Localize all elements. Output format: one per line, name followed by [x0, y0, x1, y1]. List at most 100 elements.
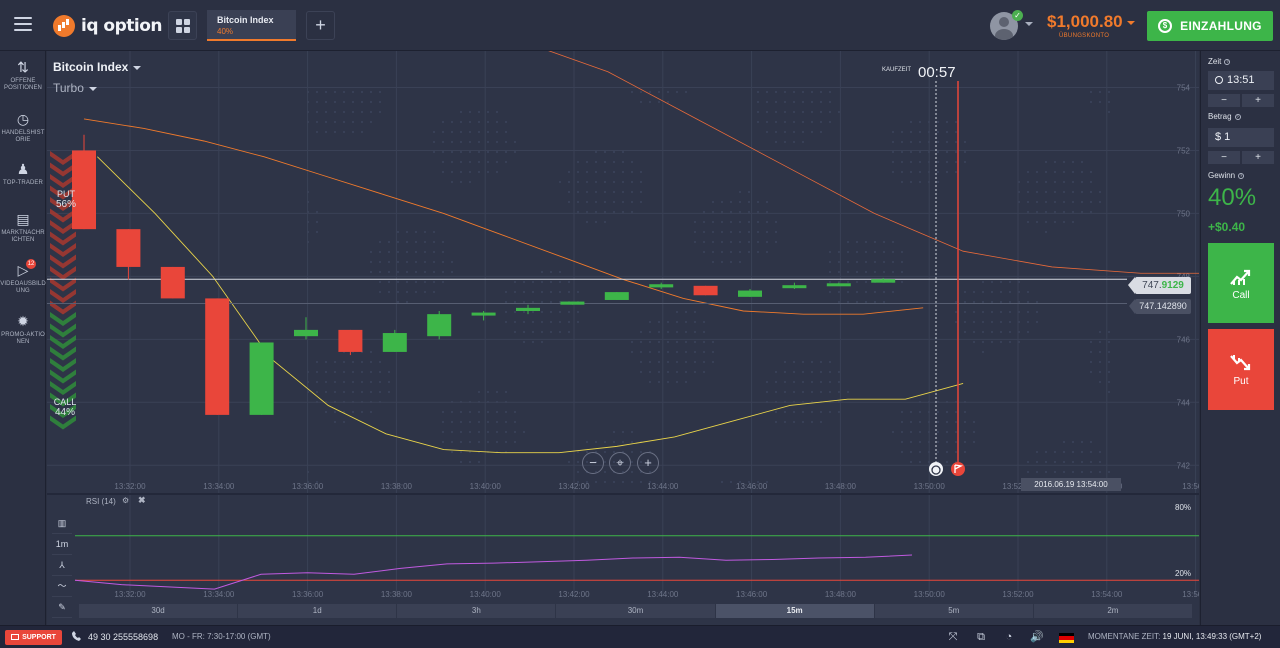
put-chevron-icon: [50, 197, 76, 211]
time-increase-button[interactable]: +: [1242, 94, 1274, 107]
map-dot: [568, 331, 570, 333]
map-dot: [613, 191, 615, 193]
map-dot: [379, 271, 381, 273]
map-dot: [514, 441, 516, 443]
expiry-time-input[interactable]: 13:51: [1208, 71, 1274, 90]
timeframe-2m[interactable]: 2m: [1034, 604, 1193, 618]
map-dot: [1099, 201, 1101, 203]
map-dot: [1072, 461, 1074, 463]
map-dot: [946, 151, 948, 153]
time-help-icon[interactable]: ?: [1224, 59, 1231, 65]
rsi-x-tick-label: 13:38:00: [381, 590, 413, 599]
map-dot: [586, 221, 588, 223]
trading-chart[interactable]: 13:32:00 13:32:00 13:34:00 13:34:00 13:36:00…: [47, 51, 1199, 625]
map-dot: [829, 91, 831, 93]
map-dot: [793, 91, 795, 93]
map-dot: [1099, 191, 1101, 193]
asset-selector[interactable]: Bitcoin Index: [53, 60, 142, 74]
sidebar-item-open-positions[interactable]: ⇅ OFFENE POSITIONEN: [0, 59, 46, 92]
time-decrease-button[interactable]: −: [1208, 94, 1240, 107]
map-dot: [937, 181, 939, 183]
map-dot: [919, 121, 921, 123]
timeframe-30m[interactable]: 30m: [556, 604, 716, 618]
amount-input[interactable]: $ 1: [1208, 128, 1274, 147]
fullscreen-icon[interactable]: ⤧: [948, 631, 958, 643]
line-tool-icon[interactable]: 〜: [52, 576, 72, 597]
center-target-button[interactable]: ⌖: [609, 452, 631, 474]
map-dot: [721, 231, 723, 233]
speed-gauge-icon[interactable]: ◔: [1005, 631, 1013, 643]
map-dot: [982, 291, 984, 293]
amount-decrease-button[interactable]: −: [1208, 151, 1240, 164]
rsi-close-icon[interactable]: ✖: [138, 495, 146, 505]
profit-help-icon[interactable]: ?: [1238, 173, 1245, 179]
timeframe-3h[interactable]: 3h: [397, 604, 557, 618]
zoom-in-button[interactable]: +: [637, 452, 659, 474]
asset-grid-button[interactable]: [168, 11, 197, 40]
rsi-x-tick-label: 13:52:00: [1002, 590, 1034, 599]
chart-canvas[interactable]: 13:32:00 13:32:00 13:34:00 13:34:00 13:36:00…: [47, 51, 1199, 625]
amount-help-icon[interactable]: ?: [1234, 114, 1241, 120]
asset-tab-bitcoin-index[interactable]: Bitcoin Index 40%: [207, 10, 296, 41]
map-dot: [568, 311, 570, 313]
german-flag-icon[interactable]: [1059, 633, 1074, 643]
layout-icon[interactable]: ⧉: [977, 631, 985, 643]
map-dot: [946, 431, 948, 433]
call-button[interactable]: Call: [1208, 243, 1274, 323]
timeframe-30d[interactable]: 30d: [79, 604, 239, 618]
map-dot: [730, 221, 732, 223]
map-dot: [748, 211, 750, 213]
map-dot: [541, 271, 543, 273]
indicators-icon[interactable]: ⅄: [52, 555, 72, 576]
map-dot: [496, 151, 498, 153]
sidebar-item-label: VIDEOAUSBILD UNG: [0, 281, 46, 294]
support-button[interactable]: SUPPORT: [5, 630, 62, 645]
candle-up: [871, 279, 896, 283]
mode-selector[interactable]: Turbo: [53, 81, 97, 95]
map-dot: [829, 371, 831, 373]
map-dot: [388, 241, 390, 243]
map-dot: [847, 251, 849, 253]
map-dot: [469, 431, 471, 433]
balance-selector[interactable]: $1,000.80 ÜBUNGSKONTO: [1047, 12, 1135, 39]
timeframe-5m[interactable]: 5m: [875, 604, 1034, 618]
map-dot: [937, 451, 939, 453]
deposit-button[interactable]: $ EINZAHLUNG: [1147, 11, 1273, 41]
map-dot: [802, 91, 804, 93]
map-dot: [919, 161, 921, 163]
zoom-out-button[interactable]: −: [582, 452, 604, 474]
map-dot: [496, 161, 498, 163]
sidebar-item-video-education[interactable]: ▷ 12 VIDEOAUSBILD UNG: [0, 259, 46, 295]
map-dot: [757, 221, 759, 223]
video-icon: ▷: [17, 262, 29, 278]
candle-down: [160, 266, 185, 299]
sidebar-item-market-news[interactable]: ▤ MARKTNACHR ICHTEN: [0, 211, 46, 244]
rsi-settings-gear-icon[interactable]: ⚙: [122, 496, 130, 505]
put-button[interactable]: Put: [1208, 329, 1274, 410]
sound-icon[interactable]: 🔊: [1030, 631, 1044, 643]
candle-timeframe-button[interactable]: 1m: [52, 534, 72, 555]
drawing-pencil-icon[interactable]: ✎: [52, 597, 72, 618]
map-dot: [370, 111, 372, 113]
map-dot: [784, 381, 786, 383]
sidebar-item-trade-history[interactable]: ◷ HANDELSHIST ORIE: [0, 111, 46, 144]
map-dot: [838, 271, 840, 273]
map-dot: [964, 311, 966, 313]
map-dot: [937, 131, 939, 133]
sidebar-item-promotions[interactable]: ✹ PROMO-AKTIO NEN: [0, 313, 46, 346]
avatar-chevron-down-icon[interactable]: [1025, 22, 1033, 26]
timeframe-15m[interactable]: 15m: [715, 604, 875, 618]
hamburger-menu-icon[interactable]: [14, 17, 32, 31]
add-asset-tab-button[interactable]: +: [306, 11, 335, 40]
logo[interactable]: iq option: [53, 14, 163, 38]
amount-increase-button[interactable]: +: [1242, 151, 1274, 164]
map-dot: [973, 431, 975, 433]
timeframe-1d[interactable]: 1d: [238, 604, 398, 618]
sidebar-item-top-trader[interactable]: ♟ TOP-TRADER: [0, 161, 46, 187]
map-dot: [523, 341, 525, 343]
map-dot: [460, 141, 462, 143]
map-dot: [1090, 441, 1092, 443]
chart-type-icon[interactable]: ▥: [52, 513, 72, 534]
map-dot: [316, 91, 318, 93]
map-dot: [1009, 321, 1011, 323]
